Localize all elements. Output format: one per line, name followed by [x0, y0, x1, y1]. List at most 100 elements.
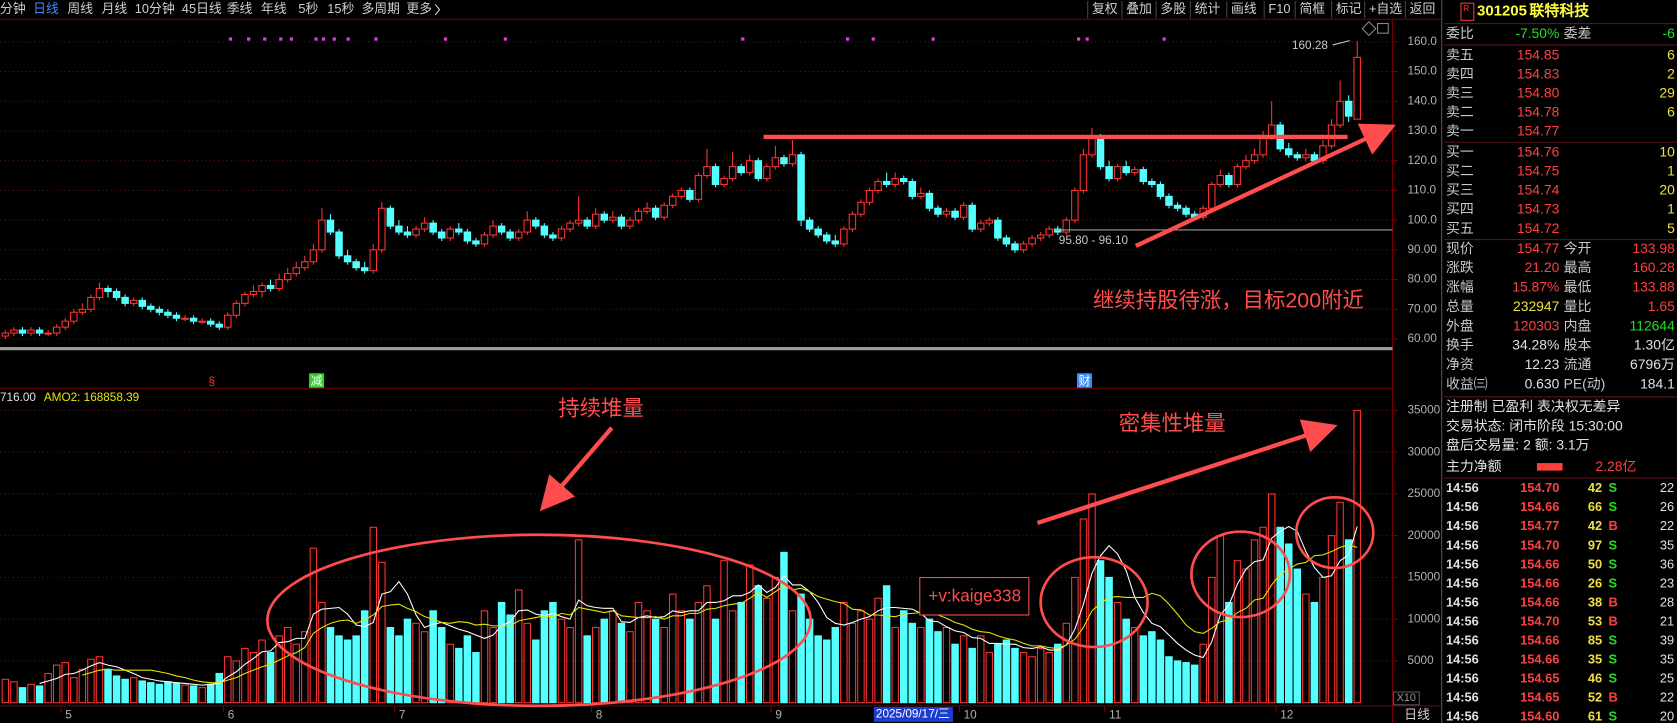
volume-bar [266, 652, 275, 704]
candle-body [1285, 148, 1293, 156]
x-tick-label: 7 [399, 709, 406, 722]
volume-bar [549, 601, 557, 704]
volume-bar [455, 647, 463, 704]
toolbar-button[interactable]: 叠加 [1126, 1, 1152, 16]
toolbar-tab[interactable]: 5秒 [298, 1, 318, 16]
level-price: 154.73 [1517, 201, 1560, 217]
candle-body [822, 234, 831, 242]
level-volume: 2 [1667, 65, 1675, 81]
level-price: 154.80 [1517, 84, 1560, 100]
trade-time: 14:56 [1446, 556, 1479, 571]
trade-price: 154.66 [1520, 499, 1559, 514]
toolbar-button[interactable]: +自选 [1369, 1, 1402, 16]
signal-dot [332, 37, 336, 41]
quote-label: 最低 [1564, 279, 1592, 295]
quote-value: 112644 [1630, 317, 1676, 333]
candle-body [1242, 160, 1250, 168]
trade-count: 23 [1660, 575, 1674, 590]
volume-bar [934, 631, 942, 704]
toolbar-button[interactable]: F10 [1268, 1, 1290, 16]
toolbar-button[interactable]: 返回 [1410, 1, 1436, 16]
candle-body [959, 204, 968, 218]
candle-body [155, 308, 164, 313]
volume-bar [1122, 618, 1130, 704]
candle-body [446, 228, 455, 239]
y-tick-label: 20000 [1407, 529, 1440, 542]
toolbar-button[interactable]: 标记 [1336, 1, 1362, 16]
period-label[interactable]: 日线 [1404, 707, 1430, 722]
highlight-circle [1039, 555, 1149, 649]
candle-body [292, 267, 300, 275]
toolbar-tab[interactable]: 15秒 [327, 1, 354, 16]
volume-bar [35, 685, 44, 704]
signal-box [309, 373, 325, 389]
volume-bar [104, 668, 112, 704]
toolbar-tab[interactable]: 45日线 [182, 1, 222, 16]
volume-bar [497, 601, 506, 704]
quote-label: 最高 [1564, 259, 1592, 275]
quote-value: 0.630 [1525, 375, 1560, 391]
volume-bar [514, 589, 523, 704]
volume-bar [1028, 656, 1036, 704]
annotation-arrow [539, 426, 614, 512]
toolbar-button[interactable]: 复权 [1092, 1, 1118, 16]
candle-body [703, 166, 711, 177]
candle-body [1302, 154, 1310, 159]
volume-bar [1165, 656, 1173, 704]
volume-bar [215, 672, 223, 704]
quote-label: 内盘 [1564, 317, 1592, 333]
toolbar-button[interactable]: 画线 [1231, 1, 1257, 16]
trade-time: 14:56 [1446, 480, 1479, 495]
toolbar-tab[interactable]: 10分钟 [135, 1, 175, 16]
volume-bar [1054, 643, 1062, 704]
volume-bar [335, 635, 343, 704]
toolbar-button[interactable]: 统计 [1195, 1, 1221, 16]
toolbar-tab[interactable]: 多周期 [361, 1, 399, 16]
quote-value: -7.50% [1515, 25, 1559, 41]
y-tick-label: 30000 [1407, 445, 1440, 458]
toolbar-button[interactable]: 简框 [1299, 1, 1325, 16]
quote-label: 委比 [1446, 25, 1474, 41]
volume-bar [1036, 647, 1045, 704]
toolbar-tab[interactable]: 季线 [227, 1, 253, 16]
volume-bar [198, 687, 206, 704]
volume-bar [258, 639, 266, 704]
signal-dot [741, 37, 745, 41]
volume-bar [301, 631, 309, 704]
candle-body [1353, 56, 1361, 120]
signal-dot [503, 37, 507, 41]
candle-body [44, 332, 52, 335]
volume-bar [87, 658, 95, 704]
candle-body [121, 296, 129, 304]
trade-volume: 42 [1588, 518, 1602, 533]
volume-bar [994, 643, 1002, 704]
candle-body [634, 210, 643, 221]
candle-body [754, 160, 763, 180]
y-tick-label: 70.00 [1407, 302, 1437, 315]
toolbar-tab[interactable]: 日线 [33, 1, 59, 16]
candle-body [455, 228, 463, 233]
toolbar-tab[interactable]: 月线 [102, 1, 128, 16]
signal-dot [289, 37, 294, 41]
toolbar-button[interactable]: 多股 [1160, 1, 1186, 16]
candle-body [583, 219, 591, 227]
quote-label: 涨跌 [1446, 259, 1474, 275]
level-volume: 6 [1667, 46, 1675, 62]
volume-ma-line [39, 525, 1358, 686]
toolbar-tab[interactable]: 分钟 [0, 1, 26, 16]
toolbar-tab[interactable]: 周线 [67, 1, 93, 16]
level-volume: 1 [1667, 201, 1675, 217]
level-price: 154.78 [1517, 103, 1560, 119]
volume-bar [1079, 518, 1088, 704]
quote-label: 总量 [1446, 298, 1474, 314]
candle-body [711, 166, 720, 186]
toolbar-tab[interactable]: 年线 [261, 1, 287, 16]
toolbar-tab[interactable]: 更多 [406, 1, 432, 16]
candle-body [977, 222, 985, 230]
zoom-label: X10 [1397, 692, 1416, 704]
volume-bar [651, 618, 660, 704]
y-tick-label: 130.0 [1407, 124, 1437, 137]
candle-body [1054, 228, 1062, 233]
quote-value: 133.98 [1632, 240, 1675, 256]
quote-value: 1.65 [1648, 298, 1675, 314]
